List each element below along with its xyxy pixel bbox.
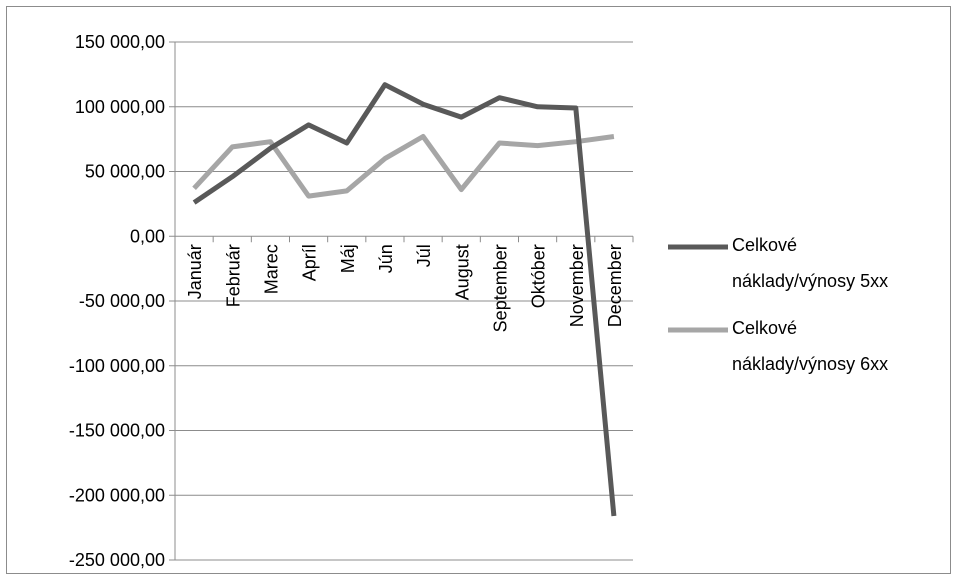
legend-label-5xx-line2: náklady/výnosy 5xx bbox=[732, 271, 888, 291]
legend-label-6xx-line2: náklady/výnosy 6xx bbox=[732, 354, 888, 374]
series-line-6xx bbox=[192, 134, 615, 199]
x-tick-label: Január bbox=[185, 244, 205, 299]
series-lines bbox=[192, 82, 617, 517]
legend-item-5xx: Celkové náklady/výnosy 5xx bbox=[668, 235, 888, 291]
x-tick-label: Marec bbox=[261, 244, 281, 294]
x-axis-tick-labels: Január Február Marec Apríl Máj Jún Júl August Se… bbox=[185, 244, 625, 332]
y-axis-tick-labels: 150 000,00 100 000,00 50 000,00 0,00 -50 000… bbox=[69, 32, 165, 570]
legend-item-6xx: Celkové náklady/výnosy 6xx bbox=[668, 318, 888, 374]
x-tick-label: Júl bbox=[414, 244, 434, 267]
x-tick-label: Jún bbox=[376, 244, 396, 273]
series-line-5xx bbox=[192, 82, 617, 517]
x-tick-label: December bbox=[605, 244, 625, 327]
x-tick-label: Október bbox=[529, 244, 549, 308]
x-tick-label: November bbox=[567, 244, 587, 327]
axes bbox=[169, 41, 634, 561]
y-tick-label: 100 000,00 bbox=[75, 97, 165, 117]
chart-frame bbox=[6, 6, 951, 574]
gridlines bbox=[175, 41, 633, 561]
legend-label-6xx-line1: Celkové bbox=[732, 318, 797, 338]
legend-label-5xx-line1: Celkové bbox=[732, 235, 797, 255]
x-tick-label: August bbox=[452, 244, 472, 300]
y-tick-label: 150 000,00 bbox=[75, 32, 165, 52]
y-tick-label: -150 000,00 bbox=[69, 421, 165, 441]
x-tick-label: Február bbox=[223, 244, 243, 307]
y-tick-label: -200 000,00 bbox=[69, 485, 165, 505]
y-tick-label: -250 000,00 bbox=[69, 550, 165, 570]
y-tick-label: 50 000,00 bbox=[85, 162, 165, 182]
x-tick-label: September bbox=[490, 244, 510, 332]
y-tick-label: 0,00 bbox=[130, 226, 165, 246]
x-tick-label: Apríl bbox=[300, 244, 320, 281]
legend: Celkové náklady/výnosy 5xx Celkové nákla… bbox=[668, 235, 888, 374]
y-tick-label: -50 000,00 bbox=[79, 291, 165, 311]
x-tick-label: Máj bbox=[338, 244, 358, 273]
y-tick-label: -100 000,00 bbox=[69, 356, 165, 376]
